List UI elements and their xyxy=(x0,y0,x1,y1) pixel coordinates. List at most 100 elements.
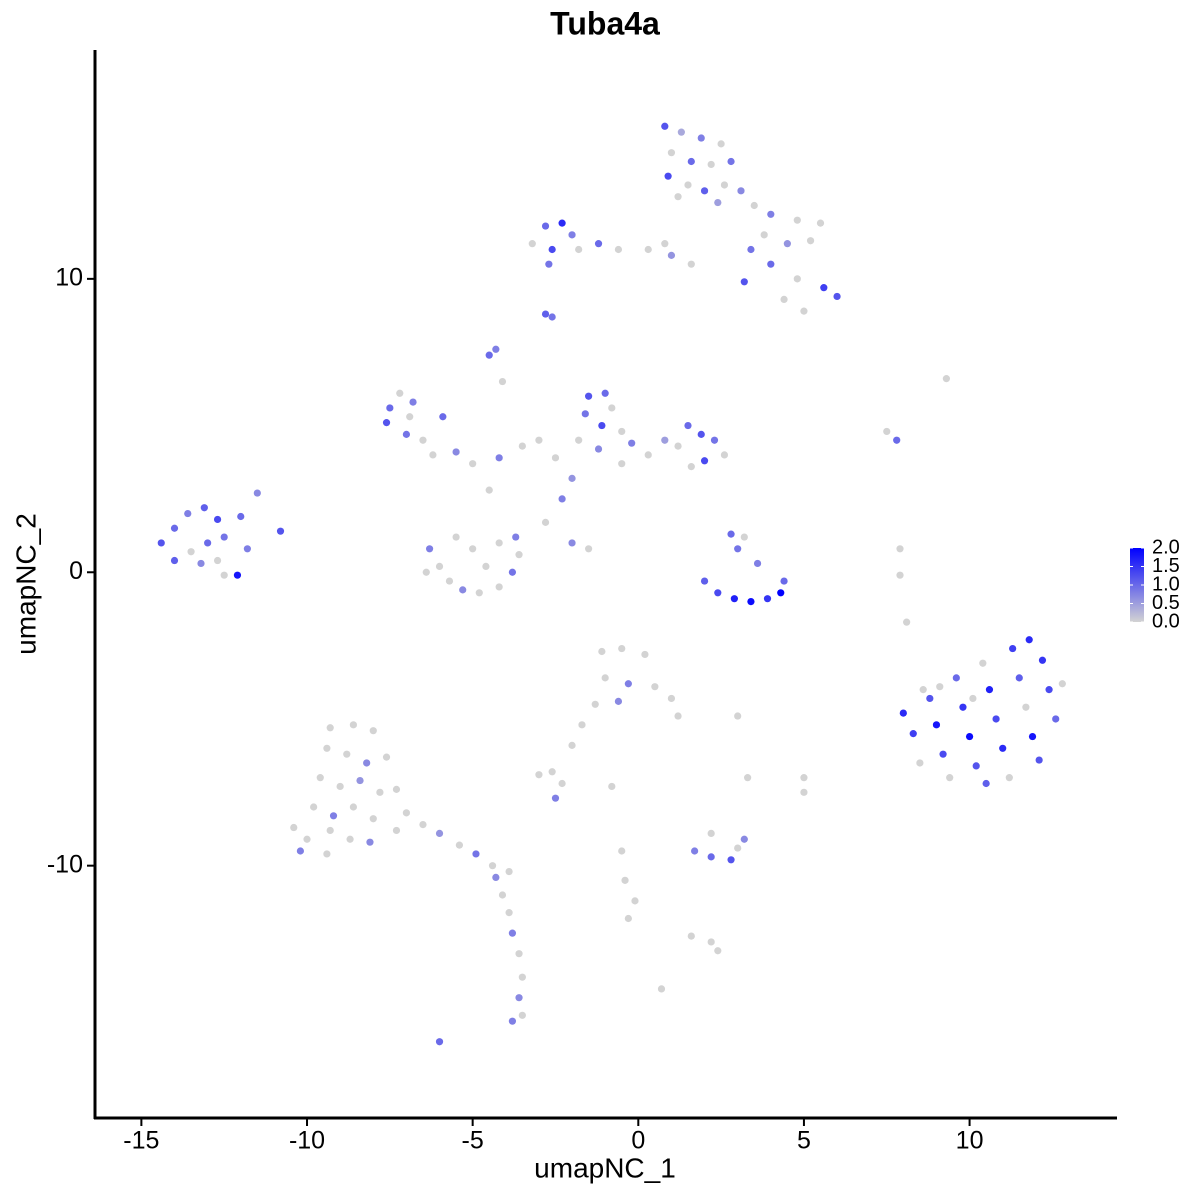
point xyxy=(495,583,503,591)
point xyxy=(657,985,666,993)
point xyxy=(200,504,208,512)
point xyxy=(382,753,391,761)
point xyxy=(800,788,808,796)
point xyxy=(170,524,179,532)
point xyxy=(253,489,261,497)
point xyxy=(402,809,411,817)
point xyxy=(349,721,357,729)
point xyxy=(568,741,576,749)
point xyxy=(714,947,722,955)
point xyxy=(684,421,692,430)
point xyxy=(326,826,334,835)
point xyxy=(1058,680,1066,688)
point xyxy=(926,694,934,703)
point xyxy=(425,545,434,553)
point xyxy=(999,744,1007,752)
y-tick-label: -10 xyxy=(47,850,83,878)
chart-title: Tuba4a xyxy=(550,5,660,41)
point xyxy=(366,838,374,846)
point xyxy=(598,647,606,656)
point xyxy=(336,782,344,791)
point xyxy=(469,460,477,468)
points xyxy=(157,122,1066,1046)
point xyxy=(541,310,550,318)
point xyxy=(700,187,709,195)
point xyxy=(783,240,791,248)
point xyxy=(614,697,623,705)
point xyxy=(419,820,427,829)
point xyxy=(1035,756,1043,764)
point xyxy=(356,776,364,785)
point xyxy=(919,686,927,694)
x-tick-label: -10 xyxy=(289,1127,325,1155)
point xyxy=(1052,715,1060,723)
point xyxy=(1009,644,1017,653)
point xyxy=(541,222,550,230)
point xyxy=(1028,732,1037,741)
point xyxy=(392,785,401,793)
point xyxy=(591,700,599,708)
point xyxy=(959,703,967,711)
point xyxy=(707,938,715,946)
colorbar xyxy=(1130,548,1144,622)
point xyxy=(624,680,632,688)
point xyxy=(936,683,944,691)
point xyxy=(727,856,735,864)
point xyxy=(750,201,758,210)
point xyxy=(363,759,371,767)
point xyxy=(157,539,165,547)
point xyxy=(833,292,841,301)
point xyxy=(439,413,447,421)
point xyxy=(816,219,825,227)
point xyxy=(916,759,924,767)
point xyxy=(618,427,626,436)
point xyxy=(727,530,735,538)
point xyxy=(316,774,324,782)
point xyxy=(677,128,685,136)
point xyxy=(800,774,808,782)
point xyxy=(618,847,626,855)
point xyxy=(800,307,808,315)
point xyxy=(667,149,676,157)
point xyxy=(455,841,464,849)
point xyxy=(618,460,626,468)
point xyxy=(651,683,659,691)
point xyxy=(747,598,755,606)
point xyxy=(326,724,334,732)
point xyxy=(515,551,523,559)
point xyxy=(691,847,699,855)
point xyxy=(396,389,404,397)
point xyxy=(777,589,785,597)
point xyxy=(512,533,520,541)
point xyxy=(661,436,669,444)
point xyxy=(893,436,901,444)
point xyxy=(296,847,304,855)
point xyxy=(674,193,682,201)
point xyxy=(700,577,709,585)
point xyxy=(349,803,357,811)
point xyxy=(601,674,609,682)
point xyxy=(303,835,311,843)
point xyxy=(717,140,725,148)
point xyxy=(661,122,669,130)
point xyxy=(435,562,444,570)
point xyxy=(747,245,755,254)
point xyxy=(233,571,242,579)
point xyxy=(445,577,454,585)
point xyxy=(1015,674,1023,682)
point xyxy=(674,712,682,720)
point xyxy=(737,187,745,195)
point xyxy=(429,451,437,459)
point xyxy=(575,436,583,444)
x-tick-label: -5 xyxy=(462,1127,484,1155)
point xyxy=(505,909,513,917)
point xyxy=(965,732,974,741)
point xyxy=(485,351,493,359)
point xyxy=(568,231,576,239)
point xyxy=(641,650,649,659)
point xyxy=(475,589,483,597)
x-tick-label: 0 xyxy=(631,1127,645,1155)
point xyxy=(220,533,228,541)
point xyxy=(213,556,222,565)
point xyxy=(740,278,748,286)
